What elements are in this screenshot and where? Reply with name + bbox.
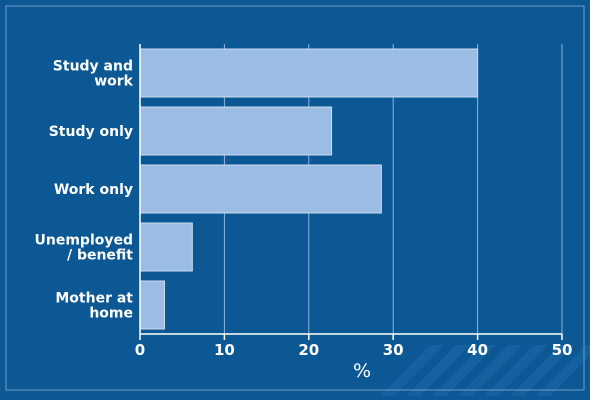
decor-stripe — [380, 345, 444, 396]
bar — [139, 106, 333, 156]
category-label: Study only — [49, 124, 133, 140]
category-label-line: Study only — [49, 124, 133, 140]
category-label-line: Study and — [53, 59, 133, 75]
x-tick-label: 50 — [552, 341, 573, 359]
chart-frame — [5, 5, 585, 391]
decor-stripe — [458, 345, 522, 396]
x-tick-label: 10 — [214, 341, 235, 359]
decor-stripe — [510, 345, 574, 396]
bar — [139, 164, 382, 214]
category-label: Work only — [54, 182, 133, 198]
x-tick-label: 20 — [298, 341, 319, 359]
x-tick-label: 30 — [383, 341, 404, 359]
x-axis: 0 10 20 30 40 50 — [135, 44, 573, 359]
background-stripes-decoration — [380, 345, 590, 396]
category-label: Unemployed / benefit — [35, 233, 134, 264]
category-label: Study and work — [53, 59, 134, 90]
category-label: Mother at home — [55, 291, 133, 322]
decor-stripe — [536, 345, 590, 396]
x-axis-label: % — [353, 360, 371, 382]
bar — [139, 222, 193, 272]
category-labels: Study and work Study only Work only Unemploy… — [35, 59, 134, 322]
category-label-line: / benefit — [67, 248, 133, 264]
x-tick-label: 40 — [467, 341, 488, 359]
category-label-line: Work only — [54, 182, 133, 198]
category-label-line: Unemployed — [35, 233, 134, 249]
decor-stripe — [406, 345, 470, 396]
decor-stripe — [484, 345, 548, 396]
x-tick-label: 0 — [135, 341, 145, 359]
category-label-line: home — [89, 306, 133, 322]
category-label-line: Mother at — [55, 291, 133, 307]
bar — [139, 48, 479, 98]
category-label-line: work — [94, 74, 133, 90]
decor-stripe — [432, 345, 496, 396]
bar — [139, 280, 165, 330]
bars — [139, 48, 479, 330]
